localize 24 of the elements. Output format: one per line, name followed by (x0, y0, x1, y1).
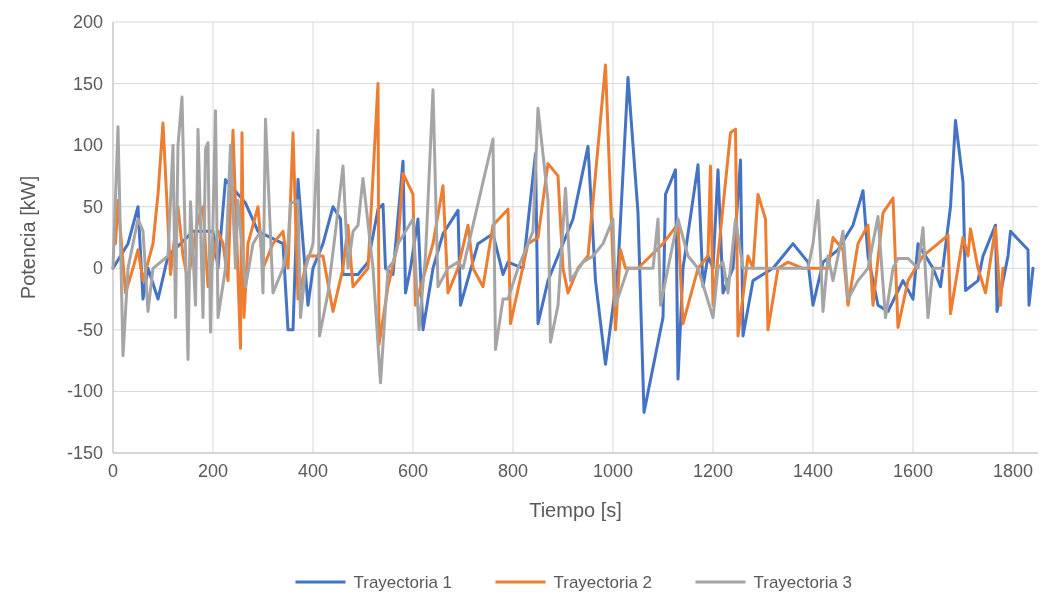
legend-label: Trayectoria 3 (753, 573, 853, 592)
y-tick-label: 50 (82, 196, 103, 217)
x-tick-label: 200 (197, 461, 229, 481)
x-tick-label: 400 (297, 461, 329, 481)
y-tick-label: -150 (66, 443, 103, 463)
legend-label: Trayectoria 2 (553, 573, 653, 592)
y-tick-label: 200 (72, 12, 103, 32)
x-tick-label: 1000 (592, 461, 634, 481)
y-tick-label: 150 (72, 73, 103, 94)
line-series (111, 88, 945, 385)
x-tick-label: 1200 (692, 461, 734, 481)
y-tick-label: 100 (72, 135, 103, 156)
x-tick-label: 1800 (992, 461, 1034, 481)
y-tick-label: -50 (76, 319, 103, 340)
y-axis-title: Potencia [kW] (17, 175, 39, 300)
y-tick-label: 0 (92, 258, 103, 279)
x-tick-label: 1400 (792, 461, 834, 481)
x-axis-title: Tiempo [s] (529, 499, 622, 521)
x-tick-label: 800 (497, 461, 529, 481)
x-tick-label: 0 (107, 461, 119, 481)
x-tick-label: 600 (397, 461, 429, 481)
x-tick-label: 1600 (892, 461, 934, 481)
y-tick-label: -100 (66, 381, 103, 402)
legend-label: Trayectoria 1 (353, 573, 453, 592)
